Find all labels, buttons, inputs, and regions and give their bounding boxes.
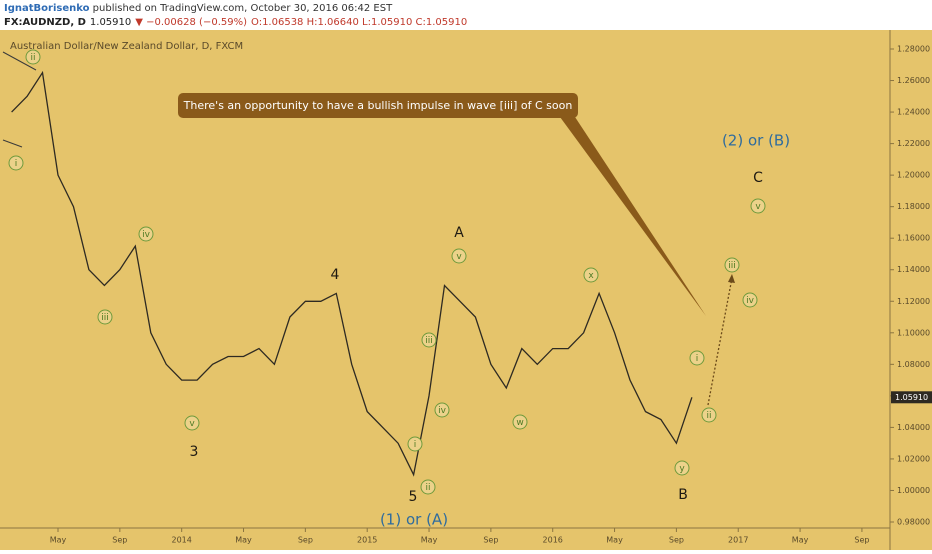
callout-tail [560, 117, 706, 316]
wave-circle [97, 309, 113, 325]
x-tick-label: May [421, 536, 438, 545]
wave-label: i [15, 159, 18, 169]
wave-label: ii [30, 53, 35, 63]
wave-label: ii [425, 483, 430, 493]
wave-degree-label: 3 [190, 444, 199, 460]
wave-label: y [679, 464, 685, 474]
change: ▼ −0.00628 (−0.59%) [135, 17, 247, 28]
y-tick-label: 0.98000 [897, 518, 930, 527]
wave-circle [512, 414, 528, 430]
last-price-label: 1.05910 [895, 393, 928, 402]
projection-arrow [707, 277, 733, 406]
wave-circle [407, 436, 423, 452]
wave-circle [25, 49, 41, 65]
y-tick-label: 1.10000 [897, 328, 930, 337]
y-tick-label: 1.12000 [897, 297, 930, 306]
wave-label: v [189, 419, 195, 429]
x-tick-label: Sep [483, 536, 498, 545]
wave-circle [184, 415, 200, 431]
wave-degree-label: A [454, 225, 464, 241]
trendline [2, 51, 37, 71]
wave-circle [8, 155, 24, 171]
wave-circle [701, 407, 717, 423]
x-tick-label: Sep [854, 536, 869, 545]
wave-label: v [755, 202, 761, 212]
wave-label: x [588, 271, 594, 281]
wave-label: w [516, 418, 523, 428]
header-line: IgnatBorisenko published on TradingView.… [4, 3, 393, 14]
time-axis-bg [0, 522, 890, 550]
x-tick-label: 2016 [543, 536, 563, 545]
y-tick-label: 1.00000 [897, 486, 930, 495]
wave-label: iii [101, 313, 109, 323]
wave-circle [689, 350, 705, 366]
symbol: FX:AUDNZD, D [4, 17, 86, 28]
y-tick-label: 1.14000 [897, 265, 930, 274]
degree-label: (2) or (B) [722, 132, 790, 150]
wave-label: iii [425, 336, 433, 346]
x-tick-label: 2015 [357, 536, 377, 545]
last-price-box [891, 391, 932, 404]
wave-circle [420, 479, 436, 495]
trendline [2, 139, 23, 148]
wave-circle [724, 257, 740, 273]
wave-circle [750, 198, 766, 214]
y-tick-label: 1.02000 [897, 454, 930, 463]
wave-circle [742, 292, 758, 308]
x-tick-label: 2017 [728, 536, 748, 545]
wave-degree-label: C [753, 170, 763, 186]
quote-line: FX:AUDNZD, D 1.05910 ▼ −0.00628 (−0.59%) O:… [4, 17, 467, 28]
wave-label: ii [706, 411, 711, 421]
wave-label: iv [746, 296, 755, 306]
callout-box [178, 93, 578, 118]
wave-degree-label: B [678, 487, 688, 503]
x-tick-label: May [50, 536, 67, 545]
wave-circle [421, 332, 437, 348]
price: 1.05910 [90, 17, 131, 28]
wave-label: iii [728, 261, 736, 271]
y-tick-label: 1.22000 [897, 139, 930, 148]
arrow-head [728, 274, 735, 283]
y-tick-label: 1.26000 [897, 76, 930, 85]
published: published on TradingView.com, October 30… [89, 3, 393, 14]
callout-text: There's an opportunity to have a bullish… [183, 99, 573, 112]
header-bg [0, 0, 932, 30]
price-axis-bg [890, 30, 932, 550]
y-tick-label: 1.08000 [897, 360, 930, 369]
x-tick-label: May [606, 536, 623, 545]
degree-label: (1) or (A) [380, 511, 448, 529]
chart-title: Australian Dollar/New Zealand Dollar, D,… [10, 41, 243, 52]
y-tick-label: 1.04000 [897, 423, 930, 432]
x-tick-label: Sep [298, 536, 313, 545]
wave-label: iv [142, 230, 151, 240]
wave-label: i [696, 354, 699, 364]
x-tick-label: Sep [112, 536, 127, 545]
wave-degree-label: 5 [409, 489, 418, 505]
wave-circle [451, 248, 467, 264]
wave-label: iv [438, 406, 447, 416]
y-tick-label: 1.18000 [897, 202, 930, 211]
wave-label: i [414, 440, 417, 450]
y-tick-label: 1.24000 [897, 108, 930, 117]
wave-label: v [456, 252, 462, 262]
wave-circle [138, 226, 154, 242]
x-tick-label: May [235, 536, 252, 545]
y-tick-label: 1.28000 [897, 45, 930, 54]
author[interactable]: IgnatBorisenko [4, 3, 90, 14]
y-tick-label: 1.20000 [897, 171, 930, 180]
wave-circle [583, 267, 599, 283]
x-tick-label: 2014 [172, 536, 192, 545]
y-tick-label: 1.16000 [897, 234, 930, 243]
wave-circle [434, 402, 450, 418]
wave-degree-label: 4 [331, 267, 340, 283]
x-tick-label: May [792, 536, 809, 545]
price-line [11, 70, 693, 477]
ohlc: O:1.06538 H:1.06640 L:1.05910 C:1.05910 [251, 17, 467, 28]
x-tick-label: Sep [669, 536, 684, 545]
wave-circle [674, 460, 690, 476]
